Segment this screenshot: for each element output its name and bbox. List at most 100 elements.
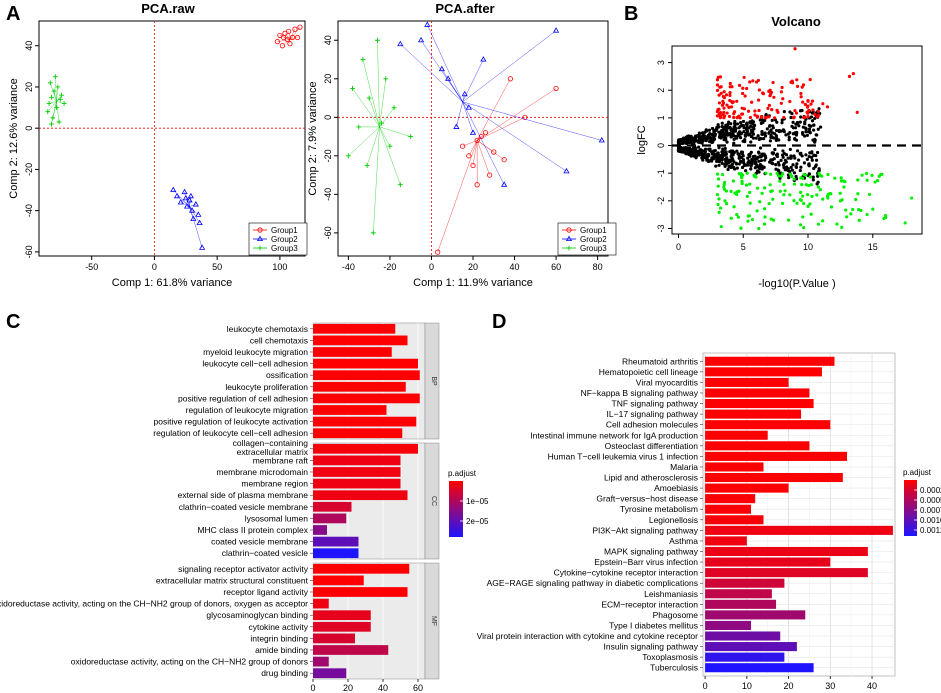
down-points [715,171,914,231]
point-down [762,207,767,211]
point-nonsig [793,126,798,130]
point-nonsig [814,158,819,162]
category-label: TNF signaling pathway [612,399,699,409]
point-down [715,193,720,197]
point-nonsig [723,146,727,151]
bar [313,323,396,334]
point-nonsig [805,157,809,161]
point-up [715,88,720,93]
spider-line [477,140,505,160]
point-marker [287,41,293,47]
point-down [795,201,799,205]
spider-line [477,88,557,141]
point-up [717,101,721,105]
spider-line [462,140,478,147]
legend-label: Group1 [271,226,298,235]
spider-line [55,76,57,102]
point-down [722,185,726,189]
point-up [741,86,745,90]
facet-strip-label: BP [430,376,437,386]
point-down [775,171,779,175]
point-nonsig [685,140,690,144]
point-marker [51,88,57,94]
point-down [809,212,813,216]
category-label: leukocyte chemotaxis [227,324,308,334]
point-nonsig [784,133,788,137]
point-nonsig [737,126,741,130]
point-nonsig [759,158,764,163]
y-tick-label: -60 [24,245,34,258]
point-up [740,112,744,116]
point-down [802,201,806,206]
point-nonsig [737,162,741,166]
point-up [781,97,785,101]
bar [705,568,868,578]
point-nonsig [734,162,739,166]
point-up [813,112,817,116]
point-up [748,80,752,84]
point-nonsig [779,158,783,162]
point-up [728,91,732,95]
point-nonsig [765,127,769,131]
point-up [716,75,721,79]
point-marker [47,80,53,86]
point-nonsig [732,141,736,145]
point-marker [286,28,292,34]
spider-line [373,126,380,233]
point-marker [460,143,466,149]
point-up [737,83,742,87]
point-down [865,178,869,182]
x-tick-label: 10 [803,242,813,252]
point-up [792,115,796,119]
point-nonsig [677,141,681,145]
point-up [766,106,770,110]
point-marker [52,74,58,80]
point-nonsig [801,132,805,136]
category-label: MAPK signaling pathway [604,546,699,556]
point-nonsig [811,178,815,182]
point-nonsig [810,151,814,155]
point-nonsig [789,156,793,160]
point-up [720,103,725,107]
point-nonsig [724,138,728,142]
point-nonsig [738,136,743,140]
point-down [755,186,760,190]
point-up [750,100,754,104]
point-up [757,88,762,92]
point-nonsig [725,132,729,136]
legend-label: Group2 [580,235,607,244]
legend-label: Group3 [271,244,298,253]
x-tick-label: 20 [468,262,478,272]
spider-line [379,126,411,137]
point-down [857,207,861,212]
point-marker [565,235,573,241]
y-tick-label: -3 [656,224,666,232]
point-nonsig [741,158,746,162]
bar [313,587,408,597]
point-nonsig [787,135,791,139]
point-down [818,188,822,192]
bar [313,513,347,524]
point-nonsig [731,153,735,157]
point-nonsig [752,159,756,163]
point-nonsig [689,154,693,158]
point-nonsig [735,122,740,126]
point-nonsig [693,152,697,156]
color-bar-label: 2e−05 [466,517,489,526]
category-label: Graft−versus−host disease [596,494,698,504]
bar [705,578,785,588]
point-down [755,209,759,213]
point-nonsig [790,168,794,172]
point-up [721,99,725,103]
category-label: Amoebiasis [654,483,698,493]
point-up [825,105,830,109]
nonsig-points [676,107,823,186]
bar [705,642,797,652]
point-nonsig [682,137,686,142]
plot-frame [337,20,609,257]
point-marker [375,37,380,43]
point-marker [366,95,372,101]
point-nonsig [725,140,729,144]
point-nonsig [796,158,801,162]
category-label: lysosomal lumen [245,513,309,523]
